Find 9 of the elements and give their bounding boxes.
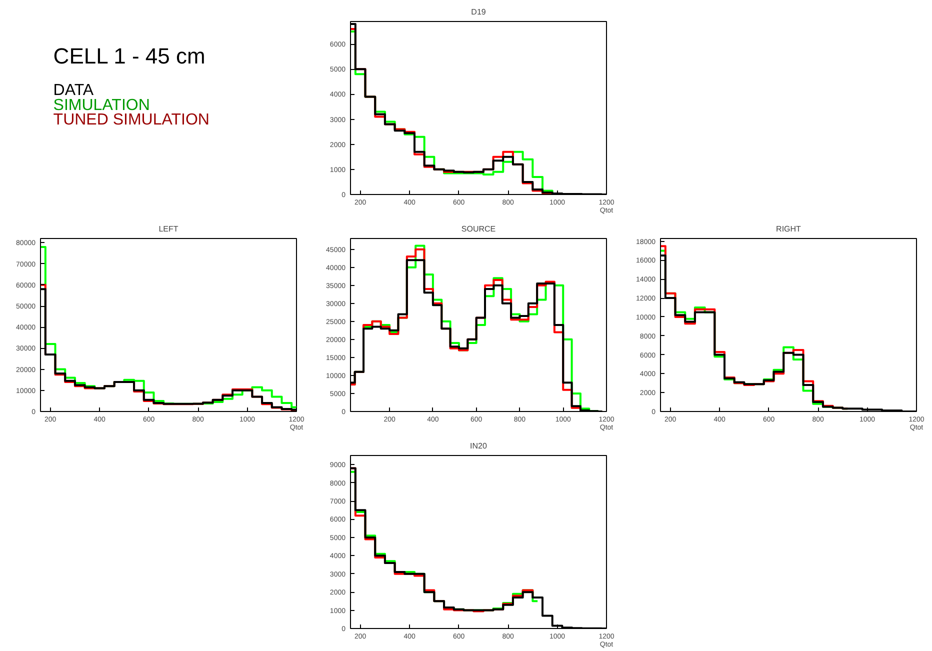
legend-label: SIMULATION xyxy=(53,96,150,114)
legend-label: DATA xyxy=(53,82,94,100)
chart-title: RIGHT xyxy=(776,224,802,234)
chart-title: D19 xyxy=(471,8,486,16)
chart-title: IN20 xyxy=(470,442,488,450)
legend-label: TUNED SIMULATION xyxy=(53,112,210,129)
chart-title: SOURCE xyxy=(461,224,496,234)
text: CELL 1 - 45 cm xyxy=(53,44,206,69)
chart-title: LEFT xyxy=(158,224,178,234)
